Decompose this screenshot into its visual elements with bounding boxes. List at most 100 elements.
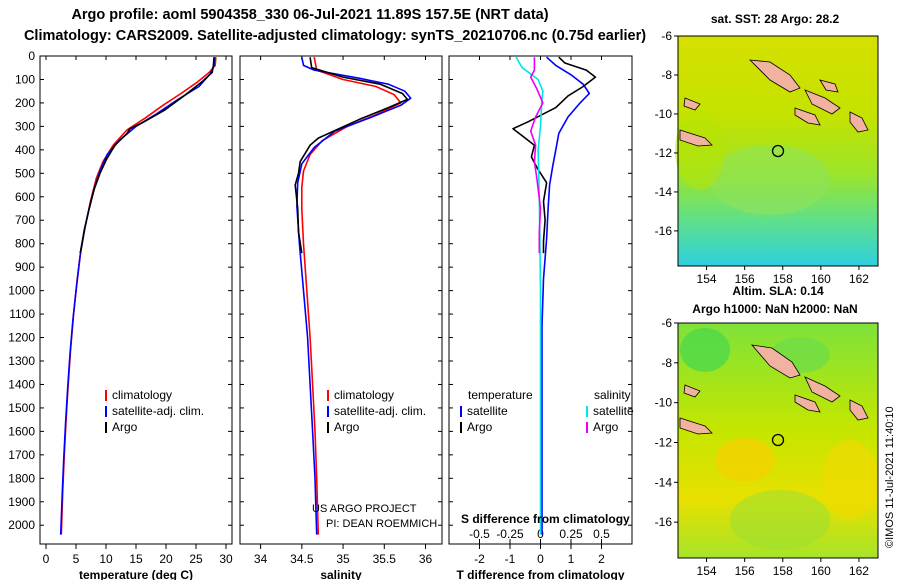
sla-map: Argo h1000: NaN h2000: NaN 154 156 158 160 1… bbox=[655, 302, 896, 578]
sla-high-patch bbox=[822, 440, 878, 520]
sla-low-patch bbox=[680, 328, 730, 372]
map-x-tick-label: 154 bbox=[697, 564, 717, 578]
legend-label-satellite: satellite-adj. clim. bbox=[112, 404, 204, 418]
map-x-tick-label: 160 bbox=[811, 272, 831, 286]
x-tick-label: -1 bbox=[505, 552, 516, 566]
salinity-legend: climatology satellite-adj. clim. Argo US… bbox=[312, 388, 437, 530]
island bbox=[794, 394, 821, 413]
y-tick-label: 1400 bbox=[8, 377, 35, 391]
map-x-tick-label: 162 bbox=[849, 564, 869, 578]
difference-panel: -2 -1 0 1 2 T difference from climatology -0.5… bbox=[448, 55, 633, 580]
y-tick-label: 1700 bbox=[8, 448, 35, 462]
island bbox=[849, 399, 869, 421]
map-y-tick-label: -12 bbox=[655, 435, 673, 449]
s-difference-axis-label: S difference from climatology bbox=[461, 512, 630, 526]
plot-frame bbox=[39, 55, 233, 545]
argo-float-position-marker bbox=[771, 433, 785, 447]
s-diff-tick-label: -0.5 bbox=[469, 527, 490, 541]
map-x-tick-label: 162 bbox=[849, 272, 869, 286]
legend-label-argo: Argo bbox=[112, 420, 138, 434]
sst-warm-patch bbox=[675, 110, 725, 190]
x-tick-label: 34.5 bbox=[290, 552, 314, 566]
temperature-panel: 0 5 10 15 20 25 30 temperature (deg C) 0 100 200 30… bbox=[8, 49, 233, 580]
credit-project: US ARGO PROJECT bbox=[312, 503, 417, 515]
x-tick-label: 36 bbox=[419, 552, 433, 566]
x-axis-label: salinity bbox=[320, 568, 362, 580]
legend-label-satellite: satellite-adj. clim. bbox=[334, 404, 426, 418]
x-tick-label: 2 bbox=[598, 552, 605, 566]
legend-title-salinity: salinity bbox=[594, 388, 631, 402]
island bbox=[683, 97, 701, 111]
y-tick-label: 2000 bbox=[8, 518, 35, 532]
island bbox=[819, 79, 839, 93]
map-y-tick-label: -14 bbox=[655, 475, 673, 489]
y-tick-label: 900 bbox=[15, 260, 35, 274]
legend-title-temperature: temperature bbox=[468, 388, 533, 402]
series-line-s-satellite bbox=[515, 56, 544, 535]
legend-label-climatology: climatology bbox=[334, 388, 394, 402]
series-line-satellite-adj-clim- bbox=[296, 57, 412, 535]
map-x-tick-label: 156 bbox=[735, 272, 755, 286]
x-tick-label: 34 bbox=[254, 552, 268, 566]
legend-label-climatology: climatology bbox=[112, 388, 172, 402]
map-x-tick-label: 156 bbox=[735, 564, 755, 578]
x-tick-label: 35.5 bbox=[373, 552, 397, 566]
s-diff-tick-label: -0.25 bbox=[496, 527, 524, 541]
y-tick-label: 1900 bbox=[8, 495, 35, 509]
map-y-tick-label: -6 bbox=[661, 29, 672, 43]
y-tick-label: 1100 bbox=[9, 307, 35, 321]
x-tick-label: 0 bbox=[537, 552, 544, 566]
x-axis-label: temperature (deg C) bbox=[79, 568, 193, 580]
y-tick-label: 300 bbox=[15, 119, 35, 133]
y-tick-label: 1500 bbox=[8, 401, 35, 415]
y-tick-label: 1300 bbox=[8, 354, 35, 368]
x-tick-label: 35 bbox=[336, 552, 350, 566]
argo-float-position-marker bbox=[771, 144, 785, 158]
s-diff-tick-label: 0.25 bbox=[559, 527, 583, 541]
altimetry-sla-label: Altim. SLA: 0.14 bbox=[732, 284, 824, 298]
sla-high-patch bbox=[715, 438, 775, 482]
map-y-tick-label: -16 bbox=[655, 224, 673, 238]
series-line-climatology bbox=[60, 57, 217, 535]
island bbox=[849, 111, 869, 133]
x-axis-label: T difference from climatology bbox=[456, 568, 624, 580]
legend-label-t-argo: Argo bbox=[467, 420, 493, 434]
legend-label-argo: Argo bbox=[334, 420, 360, 434]
sla-map-axis: 154 156 158 160 162 -6 -8 -10 -12 -14 -16 bbox=[655, 316, 870, 578]
sst-islands bbox=[679, 59, 869, 147]
map-x-tick-label: 160 bbox=[811, 564, 831, 578]
map-y-tick-label: -12 bbox=[655, 146, 673, 160]
series-line-climatology bbox=[301, 57, 402, 535]
legend-label-t-satellite: satellite bbox=[467, 404, 508, 418]
sst-cool-patch bbox=[710, 145, 830, 215]
x-tick-label: 15 bbox=[129, 552, 143, 566]
salinity-panel: 34 34.5 35 35.5 36 salinity bbox=[239, 55, 443, 580]
y-tick-label: 1600 bbox=[8, 424, 35, 438]
y-tick-label: 100 bbox=[15, 72, 35, 86]
figure-title-line2: Climatology: CARS2009. Satellite-adjuste… bbox=[24, 28, 646, 44]
s-diff-tick-label: 0.5 bbox=[593, 527, 610, 541]
x-tick-label: 5 bbox=[73, 552, 80, 566]
y-tick-label: 1800 bbox=[8, 471, 35, 485]
x-tick-label: 0 bbox=[43, 552, 50, 566]
y-tick-label: 700 bbox=[15, 213, 35, 227]
island bbox=[748, 59, 801, 93]
map-y-tick-label: -10 bbox=[655, 107, 673, 121]
difference-legend: temperature salinity satellite Argo sate… bbox=[460, 388, 634, 526]
map-x-tick-label: 158 bbox=[773, 272, 793, 286]
map-y-tick-label: -10 bbox=[655, 396, 673, 410]
y-tick-label: 0 bbox=[28, 49, 35, 63]
map-y-tick-label: -6 bbox=[661, 316, 672, 330]
x-tick-label: 20 bbox=[159, 552, 173, 566]
x-tick-label: 30 bbox=[219, 552, 233, 566]
y-tick-label: 600 bbox=[15, 190, 35, 204]
map-y-tick-label: -14 bbox=[655, 185, 673, 199]
sla-map-frame bbox=[677, 322, 879, 559]
sst-map: sat. SST: 28 Argo: 28.2 154 156 158 160 162 -… bbox=[655, 12, 879, 298]
sst-map-frame bbox=[677, 35, 879, 267]
x-tick-label: 10 bbox=[99, 552, 113, 566]
map-y-tick-label: -16 bbox=[655, 515, 673, 529]
map-y-tick-label: -8 bbox=[661, 68, 672, 82]
x-tick-label: 25 bbox=[189, 552, 203, 566]
map-x-tick-label: 158 bbox=[773, 564, 793, 578]
